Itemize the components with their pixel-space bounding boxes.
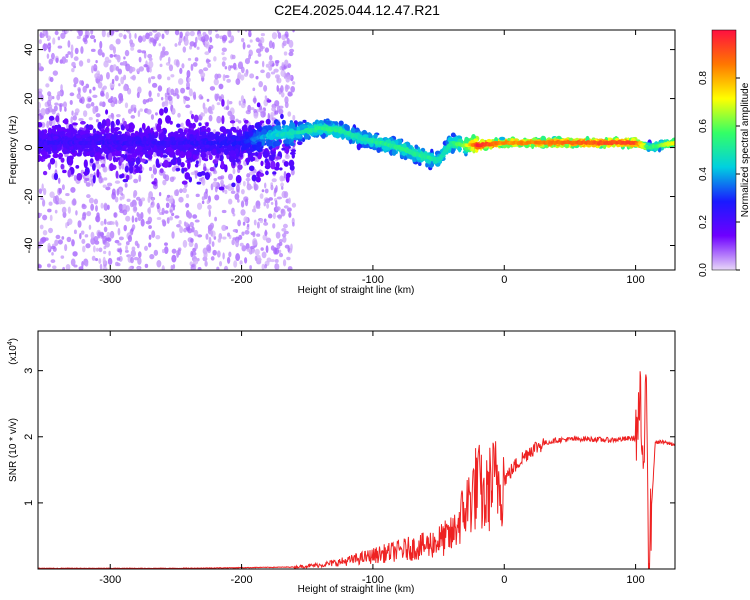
snr-y-tick-label: 2 [23,434,35,440]
snr-frame [37,330,676,570]
snr-x-axis: -300 -200 -100 0 100 [99,331,645,586]
snr-panel: -300 -200 -100 0 100 1 2 3 Height of straight … [7,330,676,595]
snr-x-tick-label: 0 [501,574,507,586]
figure-title: C2E4.2025.044.12.47.R21 [274,2,440,18]
snr-y-label: SNR (10 * v/v) [8,418,19,482]
snr-x-tick-label: -300 [99,574,121,586]
colorbar-tick-label: 0.6 [698,119,709,133]
colorbar-tick-label: 0.4 [698,167,709,181]
colorbar: 0.0 0.2 0.4 0.6 0.8 Normalized spectral ampl… [698,29,750,277]
snr-multiplier: (x104) [7,338,19,365]
spectrogram-y-label: Frequency (Hz) [8,116,19,185]
spectrogram-plot-area [38,30,675,270]
snr-plot-area [38,371,675,569]
snr-x-label: Height of straight line (km) [298,584,415,595]
spectrogram-y-tick-label: 20 [23,92,35,104]
colorbar-ticks: 0.0 0.2 0.4 0.6 0.8 [698,71,740,277]
spectrogram-x-tick-label: 100 [626,274,644,286]
colorbar-label: Normalized spectral amplitude [740,82,750,217]
snr-y-tick-label: 3 [23,368,35,374]
colorbar-tick-label: 0.2 [698,215,709,229]
snr-multiplier-close: ) [8,338,19,341]
snr-y-tick-label: 1 [23,500,35,506]
snr-series-line [38,371,675,569]
spectrogram-x-axis: -300 -200 -100 0 100 [99,30,645,286]
spectrogram-x-tick-label: -200 [231,274,253,286]
spectrogram-x-tick-label: -300 [99,274,121,286]
colorbar-tick-label: 0.8 [698,71,709,85]
snr-x-tick-label: -200 [231,574,253,586]
colorbar-tick-label: 0.0 [698,263,709,277]
spectrogram-frame [37,29,676,271]
snr-multiplier-base: (x10 [8,345,19,365]
spectrogram-y-axis: -40 -20 0 20 40 [23,43,675,253]
snr-x-tick-label: -100 [362,574,384,586]
spectrogram-x-label: Height of straight line (km) [298,285,415,296]
spectrogram-x-tick-label: 0 [501,274,507,286]
snr-multiplier-exp: 4 [7,341,14,345]
snr-x-tick-label: 100 [626,574,644,586]
snr-y-axis: 1 2 3 [23,368,675,506]
spectrogram-y-tick-label: 0 [23,144,35,150]
svg-text:(x104): (x104) [7,338,19,365]
spectrogram-y-tick-label: 40 [23,43,35,55]
spectrogram-y-tick-label: -40 [23,238,35,254]
colorbar-gradient [711,29,737,271]
spectrogram-x-tick-label: -100 [362,274,384,286]
spectrogram-y-tick-label: -20 [23,189,35,205]
